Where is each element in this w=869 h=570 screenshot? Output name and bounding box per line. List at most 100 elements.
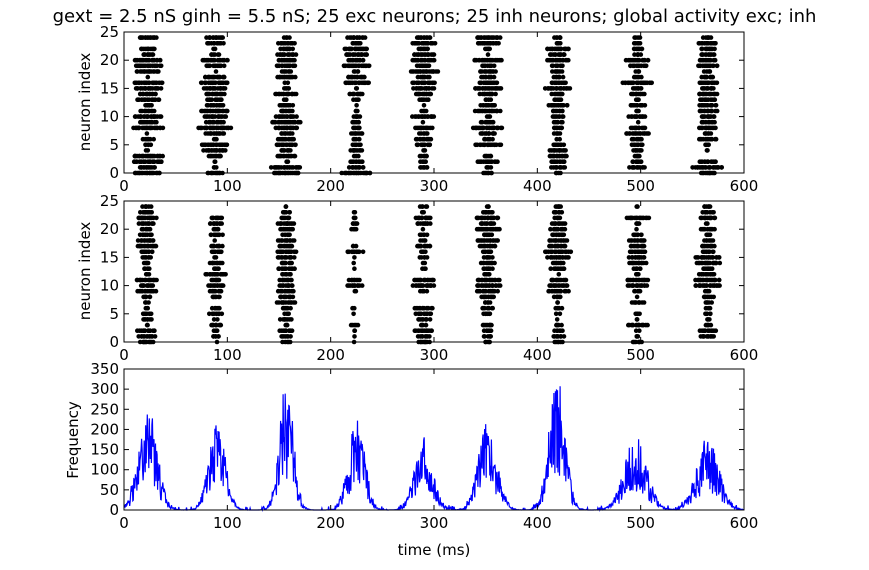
spike-dot (224, 57, 230, 63)
spike-dot (483, 74, 488, 80)
spike-dot (486, 131, 492, 136)
spike-dot (563, 148, 568, 153)
x-tick-label: 400 (523, 514, 552, 532)
exc-spike-dots (131, 35, 724, 176)
spike-dot (717, 283, 722, 288)
spike-dot (427, 243, 433, 249)
spike-dot (566, 46, 571, 52)
x-tick-label: 600 (730, 514, 759, 532)
spike-dot (145, 148, 151, 153)
spike-dot (416, 80, 421, 86)
spike-dot (147, 226, 153, 232)
exc-raster-ylabel: neuron index (76, 53, 94, 152)
spike-dot (716, 255, 722, 260)
spike-dot (146, 300, 151, 305)
spike-dot (491, 74, 497, 80)
spike-dot (716, 165, 721, 170)
x-tick-label: 400 (523, 346, 552, 364)
spike-dot (637, 311, 642, 317)
spike-dot (284, 114, 290, 119)
spike-dot (712, 57, 717, 63)
spike-dot (631, 80, 636, 86)
spike-dot (149, 249, 155, 255)
spike-dot (711, 52, 716, 57)
spike-dot (217, 294, 222, 300)
spike-dot (287, 35, 292, 40)
spike-dot (641, 300, 647, 305)
spike-dot (712, 46, 717, 52)
spike-dot (554, 317, 560, 322)
spike-dot (357, 114, 363, 119)
spike-dot (219, 97, 224, 102)
spike-dot (560, 119, 565, 125)
spike-dot (213, 80, 218, 86)
spike-dot (428, 311, 434, 317)
spike-dot (218, 63, 224, 69)
spike-dot (422, 142, 427, 148)
spike-dot (562, 52, 567, 57)
spike-dot (714, 91, 720, 97)
spike-dot (288, 148, 293, 153)
spike-dot (293, 249, 299, 255)
spike-dot (635, 334, 641, 339)
spike-dot (488, 97, 494, 102)
spike-dot (706, 142, 711, 148)
spike-dot (284, 97, 289, 102)
spike-dot (142, 328, 148, 334)
spike-dot (561, 142, 567, 148)
spike-dot (283, 210, 289, 215)
spike-dot (707, 165, 713, 170)
spike-dot (636, 221, 642, 226)
spike-dot (216, 266, 221, 272)
spike-dot (360, 57, 366, 63)
spike-dot (289, 277, 294, 283)
spike-dot (560, 283, 566, 288)
spike-dot (564, 103, 570, 108)
spike-dot (357, 165, 362, 170)
spike-dot (644, 283, 650, 288)
spike-dot (487, 46, 493, 52)
spike-dot (634, 114, 639, 119)
spike-dot (222, 91, 227, 97)
spike-dot (707, 260, 712, 266)
spike-dot (360, 249, 366, 255)
y-tick-label: 15 (100, 248, 119, 266)
spike-dot (288, 305, 293, 311)
spike-dot (292, 255, 297, 260)
spike-dot (711, 272, 717, 277)
spike-dot (559, 210, 565, 215)
spike-dot (357, 277, 362, 283)
x-tick-label: 0 (119, 346, 129, 364)
spike-dot (422, 260, 428, 266)
spike-dot (707, 69, 713, 74)
spike-dot (289, 328, 295, 334)
exc-raster-ticks: 0 100 200 300 400 500 600 0 5 10 15 20 25 (100, 23, 758, 195)
activity-ylabel: Frequency (64, 401, 82, 479)
spike-dot (135, 238, 141, 243)
y-tick-label: 20 (100, 51, 119, 69)
spike-dot (148, 311, 154, 317)
spike-dot (560, 91, 565, 97)
spike-dot (709, 300, 714, 305)
spike-dot (562, 165, 568, 170)
x-tick-label: 200 (316, 514, 345, 532)
spike-dot (432, 41, 438, 46)
spike-dot (149, 317, 154, 322)
spike-dot (557, 136, 562, 142)
activity-trace (123, 386, 745, 513)
spike-dot (423, 249, 428, 255)
spike-dot (713, 41, 718, 46)
spike-dot (424, 288, 430, 294)
spike-dot (561, 334, 567, 339)
spike-dot (495, 238, 501, 243)
spike-dot (489, 91, 495, 97)
spike-dot (357, 136, 362, 142)
spike-dot (562, 226, 568, 232)
spike-dot (636, 57, 642, 63)
spike-dot (695, 255, 701, 260)
y-tick-label: 0 (109, 164, 119, 182)
spike-dot (646, 131, 651, 136)
spike-dot (708, 311, 713, 317)
spike-dot (428, 136, 434, 142)
spike-dot (425, 97, 431, 102)
